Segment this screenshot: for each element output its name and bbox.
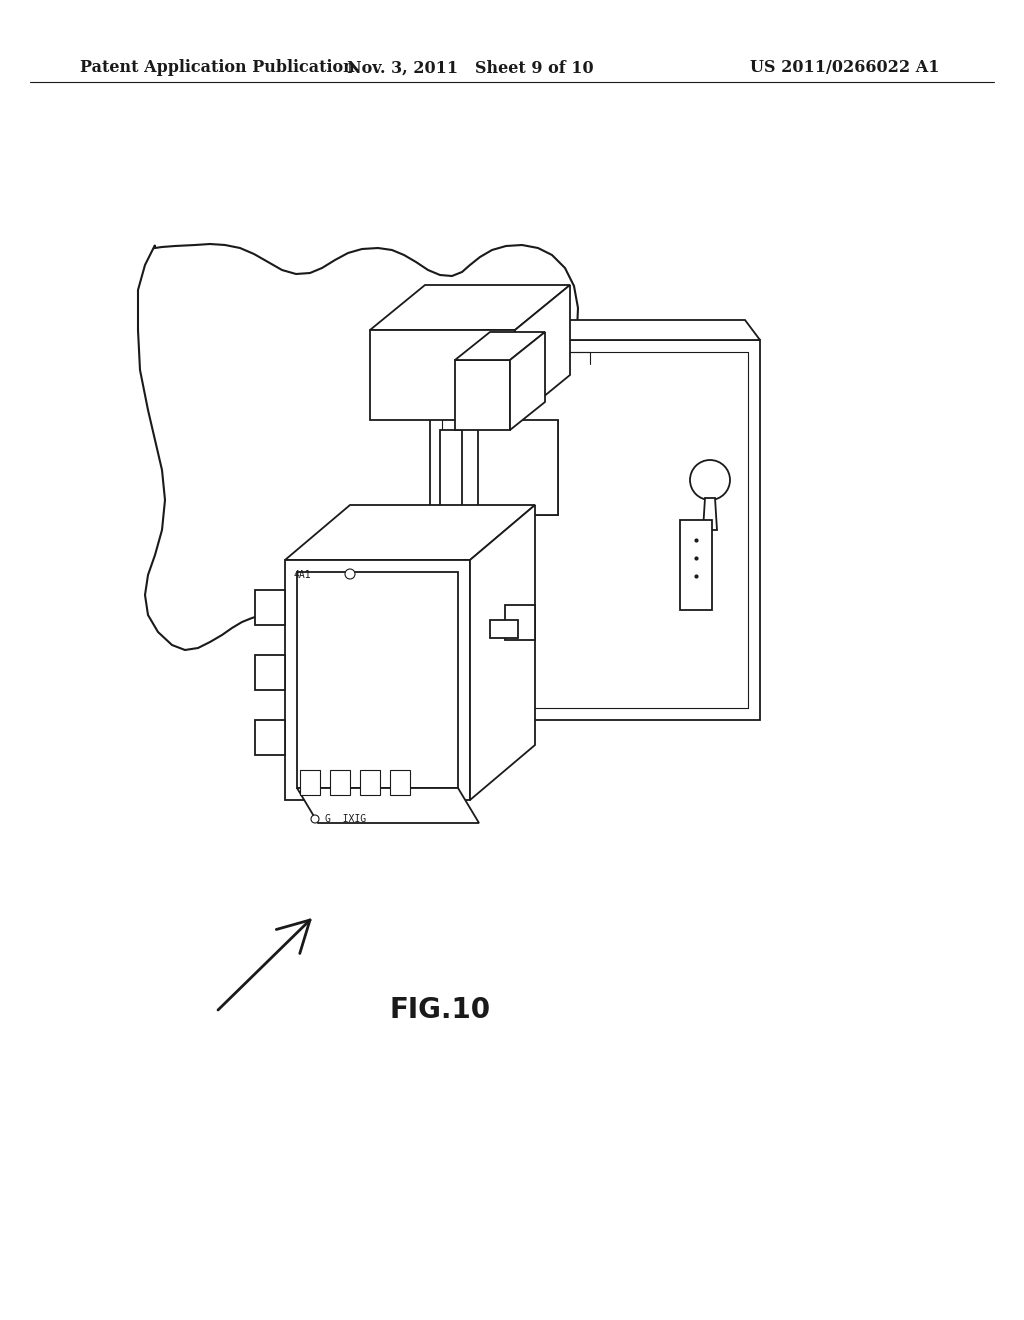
Text: US 2011/0266022 A1: US 2011/0266022 A1 — [751, 59, 940, 77]
Circle shape — [345, 569, 355, 579]
Text: G  IXIG: G IXIG — [325, 814, 367, 824]
Polygon shape — [515, 285, 570, 420]
Polygon shape — [478, 420, 558, 515]
Polygon shape — [360, 770, 380, 795]
Polygon shape — [370, 330, 515, 420]
Polygon shape — [455, 333, 545, 360]
Text: Patent Application Publication: Patent Application Publication — [80, 59, 354, 77]
Polygon shape — [455, 360, 510, 430]
Polygon shape — [505, 605, 535, 640]
Polygon shape — [297, 572, 458, 788]
Polygon shape — [285, 560, 470, 800]
Text: FIG.10: FIG.10 — [390, 997, 492, 1024]
Polygon shape — [285, 506, 535, 560]
Polygon shape — [330, 770, 350, 795]
Polygon shape — [138, 244, 578, 649]
Polygon shape — [255, 655, 285, 690]
Polygon shape — [470, 506, 535, 800]
Polygon shape — [297, 788, 479, 822]
Polygon shape — [255, 590, 285, 624]
Text: 4A1: 4A1 — [293, 570, 310, 579]
Polygon shape — [430, 341, 760, 719]
Polygon shape — [703, 498, 717, 531]
Text: Nov. 3, 2011   Sheet 9 of 10: Nov. 3, 2011 Sheet 9 of 10 — [347, 59, 593, 77]
Circle shape — [311, 814, 319, 822]
Polygon shape — [300, 770, 319, 795]
Polygon shape — [390, 770, 410, 795]
Circle shape — [690, 459, 730, 500]
Polygon shape — [680, 520, 712, 610]
Polygon shape — [440, 430, 462, 520]
Polygon shape — [255, 719, 285, 755]
Polygon shape — [510, 333, 545, 430]
Polygon shape — [490, 620, 518, 638]
Polygon shape — [415, 319, 760, 341]
Polygon shape — [370, 285, 570, 330]
